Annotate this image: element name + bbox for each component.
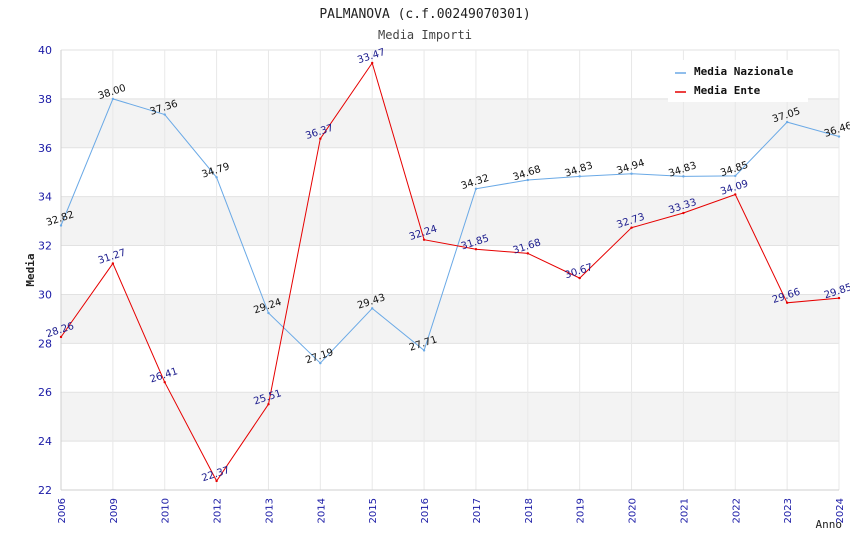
x-tick-label: 2013	[264, 498, 275, 523]
data-point-media-nazionale	[578, 175, 581, 178]
x-tick-label: 2014	[316, 498, 327, 523]
data-point-media-ente	[734, 193, 737, 196]
data-point-media-nazionale	[837, 135, 841, 138]
data-point-media-nazionale	[526, 178, 529, 182]
data-point-media-nazionale	[371, 307, 374, 310]
legend-background	[668, 60, 808, 102]
data-point-media-nazionale	[59, 224, 63, 227]
x-tick-label: 2016	[420, 498, 431, 523]
legend: Media Nazionale Media Ente	[668, 60, 808, 102]
data-point-media-nazionale	[422, 349, 426, 352]
x-tick-label: 2024	[835, 498, 846, 523]
grid-band	[61, 196, 839, 246]
data-point-media-nazionale	[111, 97, 115, 101]
data-point-media-nazionale	[163, 113, 166, 116]
data-point-media-ente	[371, 61, 374, 65]
x-axis-label: Anno	[816, 518, 843, 531]
data-point-media-nazionale	[267, 311, 270, 315]
x-tick-label: 2022	[731, 498, 742, 523]
y-tick-label: 30	[38, 288, 52, 301]
series-line-media-ente	[60, 61, 840, 482]
grid-band	[61, 294, 839, 344]
x-tick-label: 2017	[472, 498, 483, 523]
data-point-media-ente	[319, 137, 322, 140]
data-point-media-nazionale	[215, 176, 218, 179]
y-tick-label: 38	[38, 93, 52, 106]
y-tick-label: 26	[38, 386, 52, 399]
data-point-media-ente	[422, 238, 426, 241]
chart-subtitle: Media Importi	[378, 28, 472, 42]
data-point-media-ente	[630, 226, 633, 229]
x-tick-label: 2015	[368, 498, 379, 523]
x-tick-label: 2019	[576, 498, 587, 523]
data-point-media-ente	[474, 248, 478, 251]
data-point-media-ente	[785, 301, 789, 304]
data-point-media-ente	[578, 276, 581, 280]
data-point-media-ente	[59, 335, 63, 339]
grid-band	[61, 392, 839, 442]
x-tick-label: 2009	[109, 498, 120, 523]
data-point-media-nazionale	[785, 120, 789, 124]
series-line-media-nazionale	[60, 98, 840, 364]
data-point-media-ente	[682, 211, 685, 215]
data-point-media-nazionale	[474, 187, 478, 191]
y-axis-label: Media	[24, 253, 37, 286]
data-point-media-nazionale	[630, 172, 633, 175]
chart-title: PALMANOVA (c.f.00249070301)	[319, 7, 530, 22]
y-tick-label: 32	[38, 240, 52, 253]
data-point-media-nazionale	[682, 175, 685, 178]
y-tick-label: 34	[38, 191, 52, 204]
data-point-media-ente	[526, 252, 529, 255]
x-tick-label: 2018	[524, 498, 535, 523]
y-tick-label: 36	[38, 142, 52, 155]
x-tick-label: 2010	[161, 498, 172, 523]
grid-band	[61, 98, 839, 148]
data-point-media-ente	[215, 479, 218, 483]
data-point-media-ente	[163, 381, 166, 384]
y-tick-label: 28	[38, 337, 52, 350]
legend-label-media-ente: Media Ente	[694, 84, 761, 97]
data-point-media-ente	[267, 403, 270, 406]
y-tick-label: 22	[38, 484, 52, 497]
x-tick-label: 2021	[679, 498, 690, 523]
x-tick-label: 2020	[628, 498, 639, 523]
data-point-media-ente	[111, 262, 115, 265]
data-point-media-ente	[837, 296, 841, 300]
x-tick-label: 2012	[213, 498, 224, 523]
x-tick-label: 2023	[783, 498, 794, 523]
legend-label-media-nazionale: Media Nazionale	[694, 65, 794, 78]
data-point-media-nazionale	[734, 174, 737, 178]
x-tick-label: 2006	[57, 498, 68, 523]
data-point-media-nazionale	[319, 361, 322, 365]
y-tick-label: 40	[38, 44, 52, 57]
y-tick-label: 24	[38, 435, 52, 448]
